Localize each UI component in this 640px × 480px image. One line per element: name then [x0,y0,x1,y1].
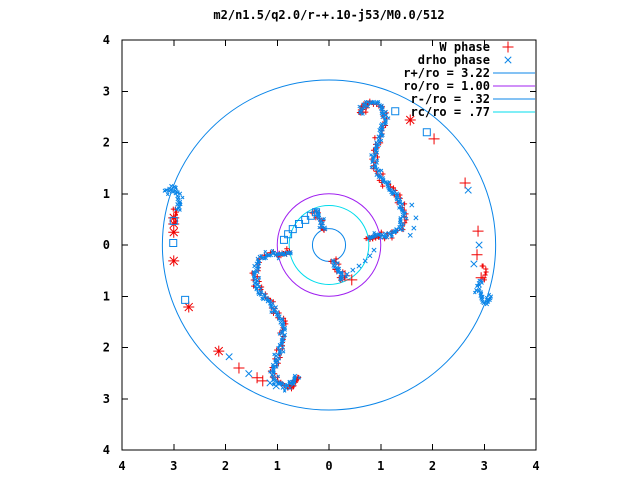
axes [121,39,537,451]
legend-label: W phase [439,40,490,54]
x-tick-label: 4 [532,459,539,473]
x-tick-label: 3 [170,459,177,473]
y-tick-label: 3 [103,392,110,406]
circle-rc/ro [288,205,370,285]
x-tick-label: 2 [222,459,229,473]
series-w-phase [168,98,489,392]
y-tick-label: 4 [103,443,110,457]
band-markers [162,183,183,212]
y-tick-label: 1 [103,187,110,201]
y-tick-label: 1 [103,289,110,303]
legend-label: r+/ro = 3.22 [403,66,490,80]
band-markers [251,250,298,391]
band-markers [336,261,348,279]
band-markers [480,263,486,269]
circle-ro/ro [276,193,382,297]
x-tick-label: 4 [118,459,125,473]
y-tick-label: 4 [103,33,110,47]
series-drho-phase [162,99,494,393]
x-tick-label: 0 [325,459,332,473]
x-tick-label: 1 [274,459,281,473]
reference-circles [161,79,497,411]
y-tick-label: 2 [103,341,110,355]
y-tick-label: 2 [103,136,110,150]
legend [493,41,535,113]
legend-label: rc/ro = .77 [411,105,490,119]
band-markers [251,248,302,393]
x-tick-label: 1 [377,459,384,473]
legend-marker-cross [504,56,512,64]
y-tick-label: 0 [103,238,110,252]
legend-marker-plus [502,41,514,53]
plot-title: m2/n1.5/q2.0/r-+.10-j53/M0.0/512 [213,8,445,22]
scatter-points [168,114,487,387]
band-markers [357,99,409,240]
legend-label: drho phase [418,53,490,67]
band-markers [357,99,408,241]
circle-r+/ro [161,79,497,411]
band-markers [474,278,494,307]
legend-label: r-/ro = .32 [411,92,490,106]
scatter-points [169,107,483,390]
x-tick-label: 2 [429,459,436,473]
x-tick-label: 3 [481,459,488,473]
circle-r-/ro [311,228,347,262]
band-markers [165,185,185,212]
band-markers [473,278,492,304]
legend-label: ro/ro = 1.00 [403,79,490,93]
band-markers [170,206,176,212]
y-tick-label: 3 [103,84,110,98]
